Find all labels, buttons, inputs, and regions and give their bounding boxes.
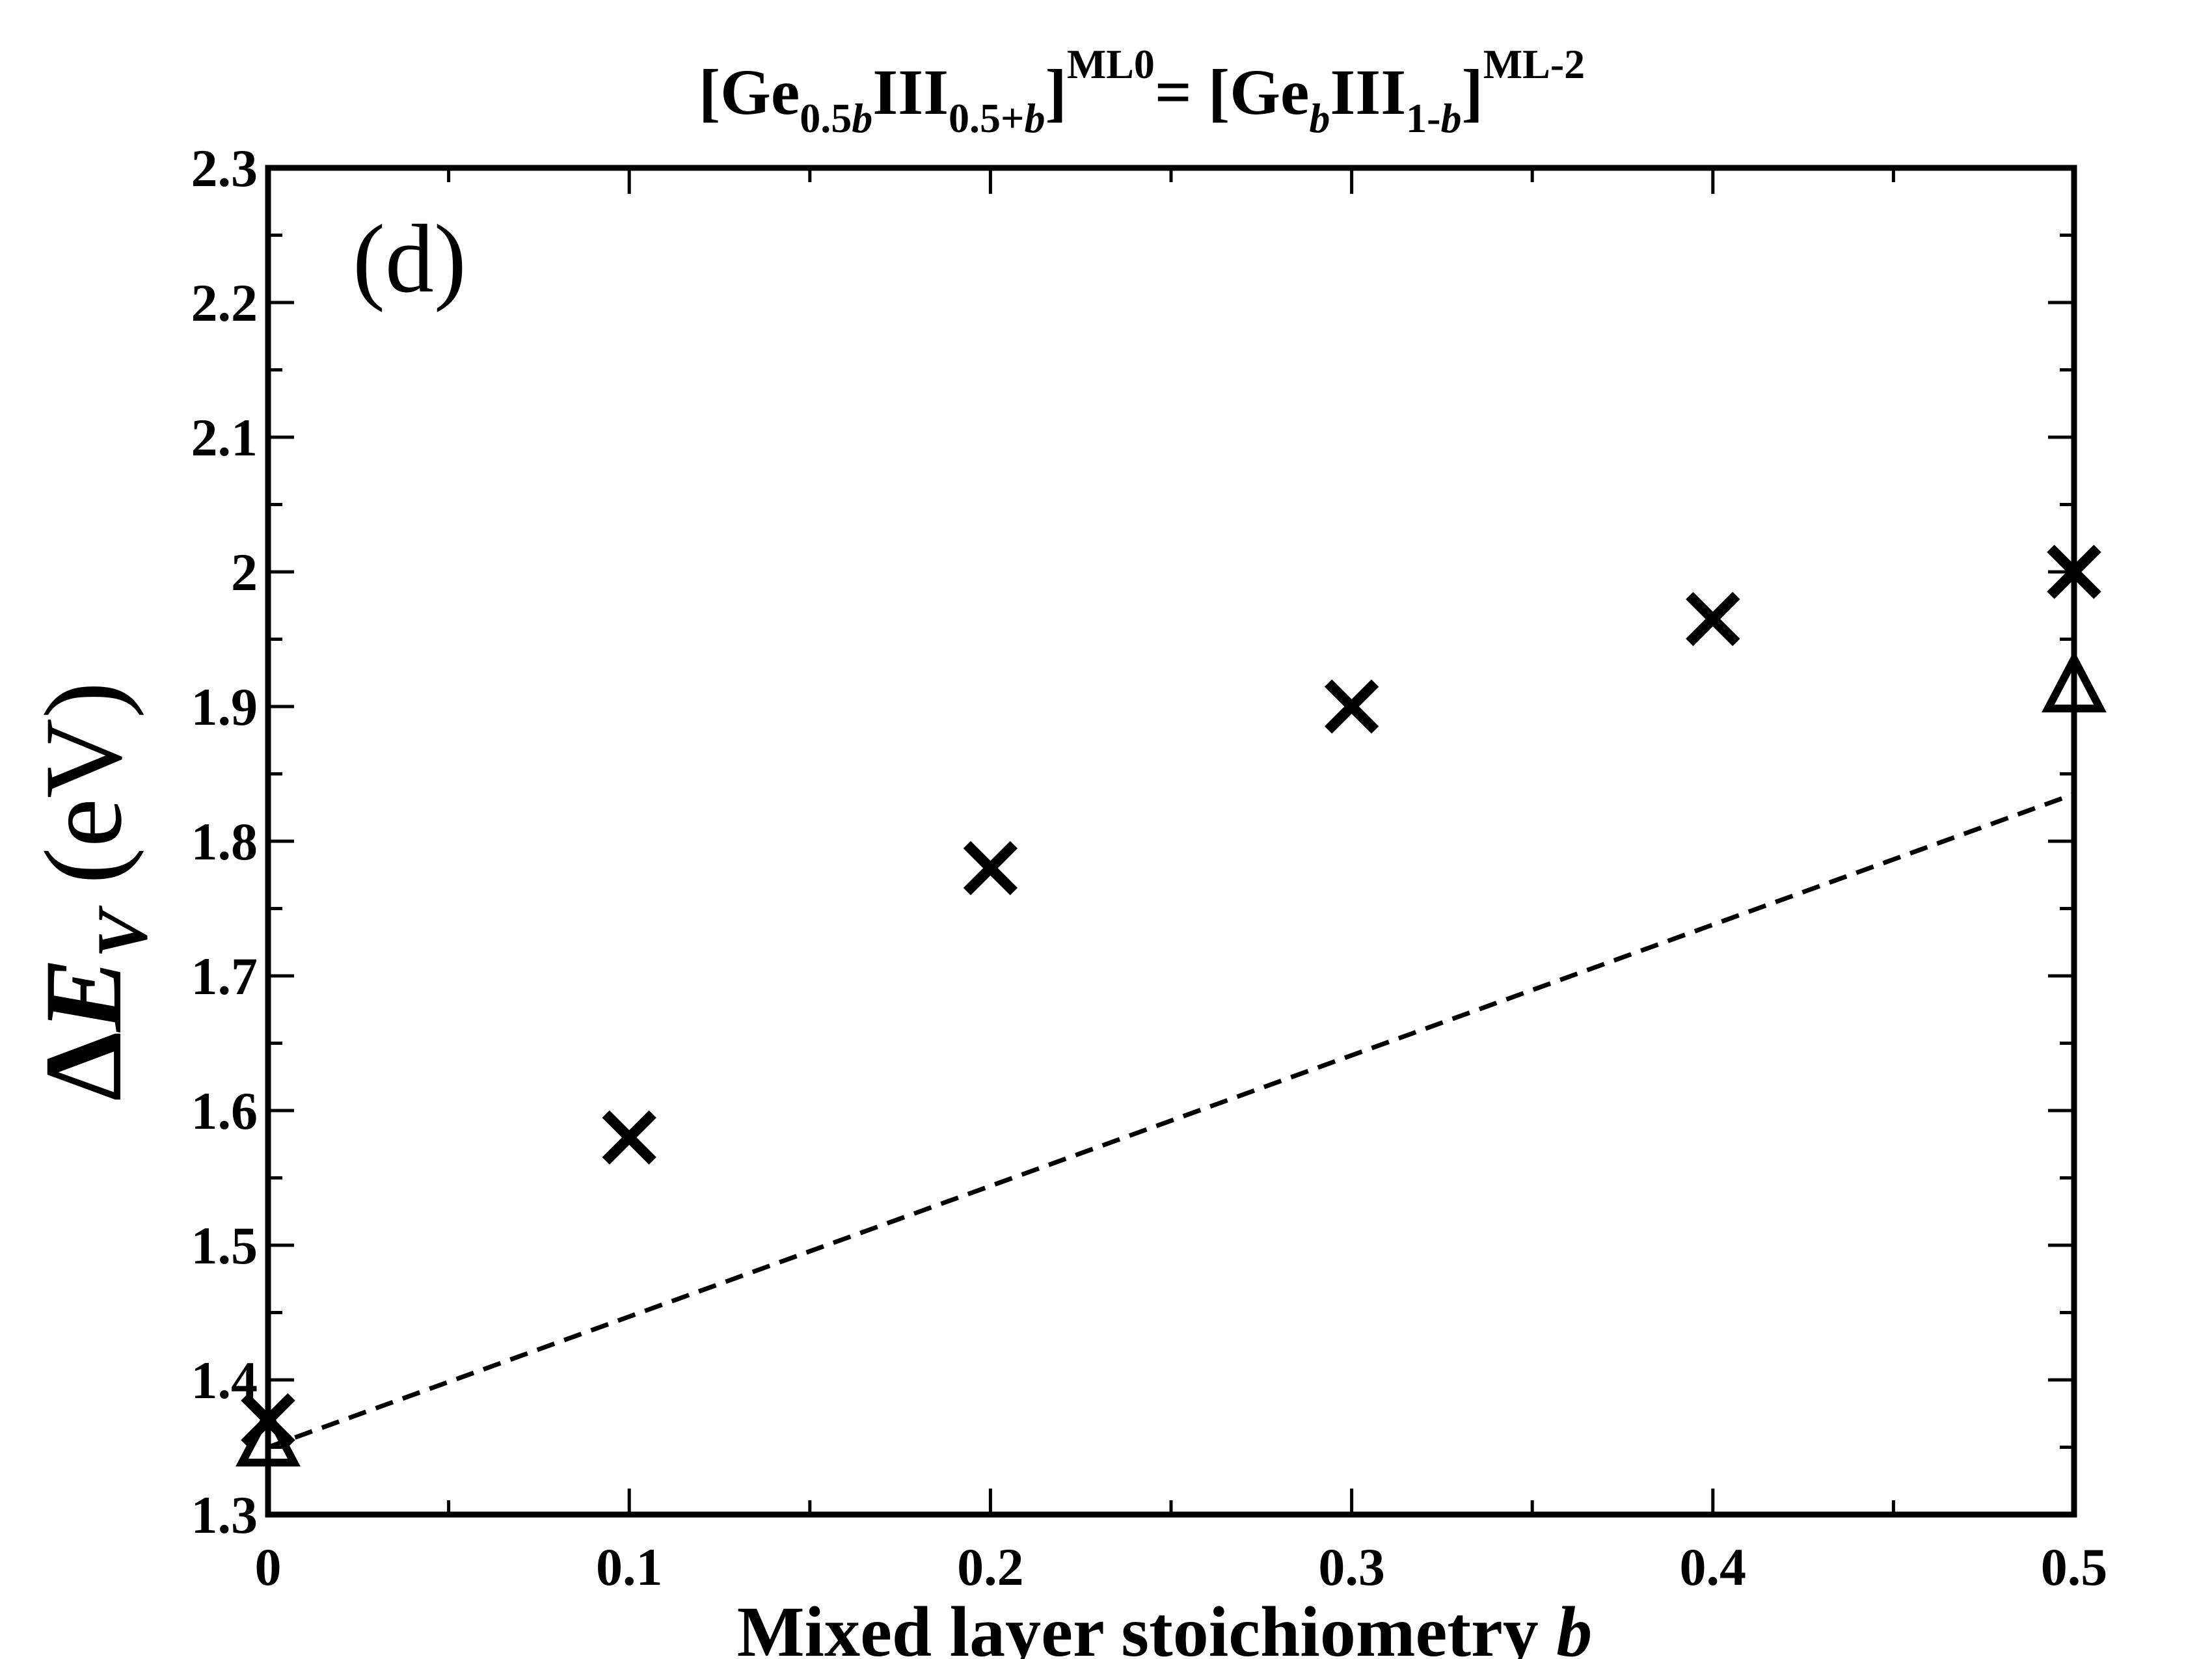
- x-tick-label: 0.4: [1680, 1537, 1747, 1597]
- x-marker: [1324, 679, 1379, 734]
- y-tick-label: 1.9: [191, 677, 258, 736]
- plot-frame: [265, 165, 2077, 1518]
- y-tick-label: 1.8: [191, 812, 258, 871]
- x-marker: [602, 1110, 656, 1165]
- x-tick-label: 0.1: [596, 1537, 663, 1597]
- dashed-fit-line: [267, 792, 2075, 1450]
- x-tick-label: 0.5: [2041, 1537, 2108, 1597]
- y-tick-label: 1.3: [191, 1485, 258, 1544]
- chart-title: [Ge0.5bIII0.5+b]ML0= [GebIII1-b]ML-2: [699, 41, 1585, 141]
- x-marker-stroke: [602, 1110, 656, 1165]
- svg-text:ΔEV(eV): ΔEV(eV): [22, 682, 162, 1101]
- y-tick-label: 1.7: [191, 947, 258, 1006]
- x-marker-stroke: [1324, 679, 1379, 734]
- x-marker: [1686, 591, 1740, 647]
- y-tick-label: 2: [231, 543, 258, 602]
- y-tick-label: 1.5: [191, 1216, 258, 1275]
- axis-ticks: 0 0.1 0.2 0.3 0.4 0.51.31.41.51.61.71.81.922.…: [191, 139, 2108, 1597]
- plot-data: [236, 545, 2107, 1467]
- x-marker-stroke: [1686, 591, 1740, 647]
- y-tick-label: 2.3: [191, 139, 258, 198]
- panel-label: (d): [353, 205, 466, 313]
- x-tick-label: 0.3: [1318, 1537, 1385, 1597]
- x-marker-stroke: [963, 841, 1018, 896]
- x-axis-label: Mixed layer stoichiometry b: [737, 1592, 1593, 1659]
- y-tick-label: 2.1: [191, 408, 258, 467]
- x-tick-label: 0.2: [957, 1537, 1024, 1597]
- y-tick-label: 2.2: [191, 273, 258, 332]
- y-tick-label: 1.6: [191, 1081, 258, 1140]
- y-axis-label: ΔEV(eV): [22, 682, 162, 1101]
- x-marker: [963, 841, 1018, 896]
- x-tick-label: 0: [255, 1537, 282, 1597]
